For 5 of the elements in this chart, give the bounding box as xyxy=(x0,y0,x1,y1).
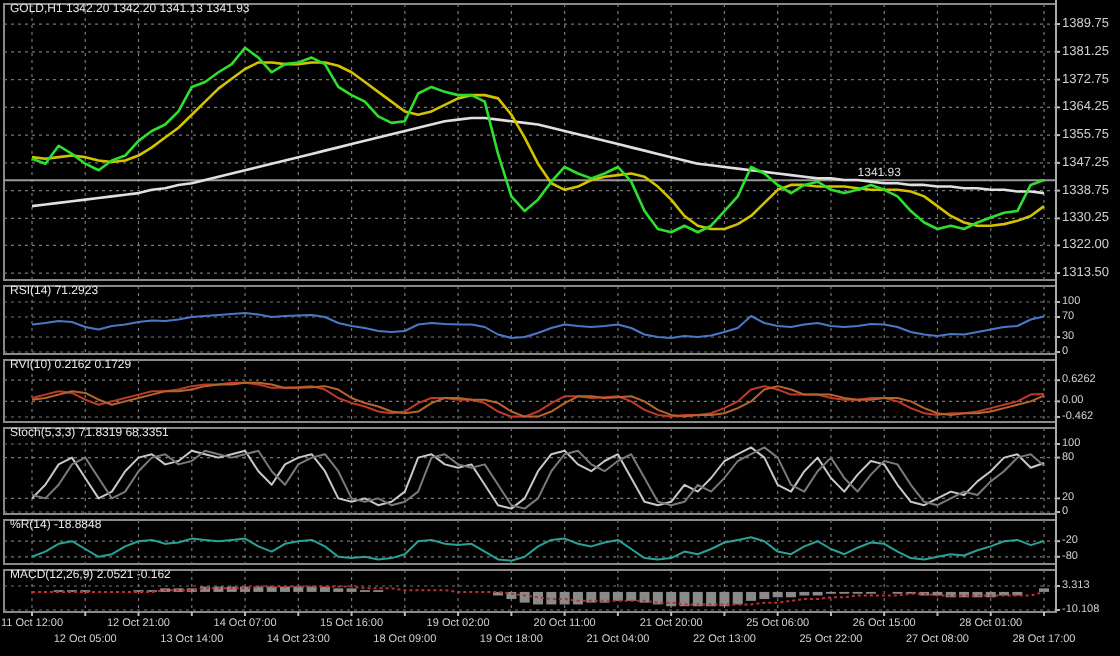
line-series xyxy=(31,536,1045,562)
line-series xyxy=(31,381,1045,418)
line-series xyxy=(31,312,1045,339)
line-series xyxy=(30,116,1046,208)
line-series xyxy=(31,585,1045,606)
